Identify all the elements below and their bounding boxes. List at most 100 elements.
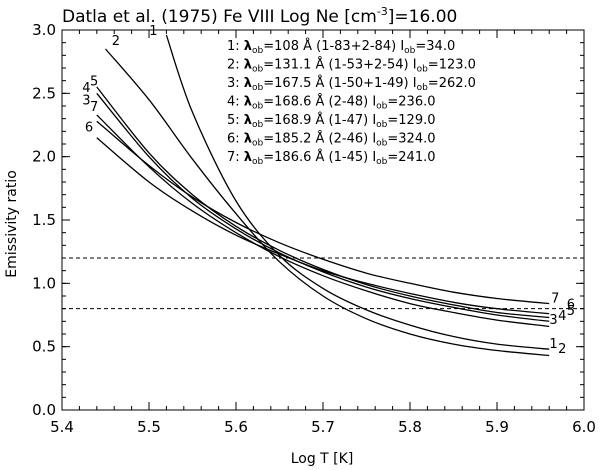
chart-title: Datla et al. (1975) Fe VIII Log Ne [cm-3… <box>62 5 457 27</box>
legend-entry-5: 5: λob=168.9 Å (1-47) Iob=129.0 <box>227 112 436 130</box>
legend-i-sub: ob <box>376 139 388 149</box>
legend-i-sub: ob <box>404 46 416 56</box>
curve-label-start-5: 5 <box>90 75 98 90</box>
legend-lambda: λ <box>244 113 252 128</box>
legend-wavelength: =168.6 Å (2-48) <box>263 94 372 110</box>
x-axis-title: Log T [K] <box>291 451 354 467</box>
series-line-7 <box>96 120 550 305</box>
y-tick-label: 1.5 <box>32 211 56 229</box>
curve-label-start-2: 2 <box>112 34 120 49</box>
series-line-1 <box>165 34 550 350</box>
legend-lambda-sub: ob <box>252 157 264 167</box>
legend-lambda-sub: ob <box>252 65 264 75</box>
y-tick-label: 3.0 <box>32 21 56 39</box>
x-tick-label: 5.5 <box>137 418 161 436</box>
series-line-3 <box>96 114 550 328</box>
legend-i: I <box>372 113 376 128</box>
curve-label-end-7: 7 <box>551 291 559 306</box>
curve-label-start-6: 6 <box>85 120 93 135</box>
legend-num: 3: <box>227 76 244 91</box>
x-tick-label: 5.7 <box>311 418 335 436</box>
legend-lambda: λ <box>244 150 252 165</box>
curve-label-end-3: 3 <box>549 313 557 328</box>
legend-iob: =241.0 <box>387 150 435 165</box>
legend-wavelength: =168.9 Å (1-47) <box>263 112 372 128</box>
legend-lambda: λ <box>244 132 252 147</box>
legend-entry-6: 6: λob=185.2 Å (2-46) Iob=324.0 <box>227 131 436 149</box>
legend-i: I <box>372 150 376 165</box>
legend-i: I <box>400 39 404 54</box>
x-tick-label: 5.8 <box>398 418 422 436</box>
legend-num: 1: <box>227 39 244 54</box>
legend-i-sub: ob <box>376 157 388 167</box>
curve-label-end-5: 5 <box>567 304 575 319</box>
series-curves <box>96 34 550 357</box>
legend-iob: =324.0 <box>387 132 435 147</box>
y-tick-label: 2.0 <box>32 148 56 166</box>
legend-num: 5: <box>227 113 244 128</box>
legend-i-sub: ob <box>376 120 388 130</box>
curve-label-end-4: 4 <box>558 309 566 324</box>
legend-lambda-sub: ob <box>252 139 264 149</box>
legend-i: I <box>413 58 417 73</box>
series-line-4 <box>96 92 550 322</box>
legend-lambda-sub: ob <box>252 102 264 112</box>
legend-iob: =129.0 <box>387 113 435 128</box>
legend-i: I <box>372 132 376 147</box>
curve-label-start-1: 1 <box>149 24 157 39</box>
legend-wavelength: =185.2 Å (2-46) <box>263 131 372 147</box>
x-tick-label: 5.6 <box>224 418 248 436</box>
legend-lambda: λ <box>244 76 252 91</box>
legend-num: 4: <box>227 95 244 110</box>
legend-wavelength: =131.1 Å (1-53+2-54) <box>263 57 412 73</box>
legend-lambda-sub: ob <box>252 83 264 93</box>
curve-label-start-3: 3 <box>82 94 90 109</box>
legend-entry-3: 3: λob=167.5 Å (1-50+1-49) Iob=262.0 <box>227 75 476 93</box>
x-tick-label: 5.4 <box>50 418 74 436</box>
legend-lambda-sub: ob <box>252 46 264 56</box>
legend-wavelength: =186.6 Å (1-45) <box>263 149 372 165</box>
legend-i-sub: ob <box>417 83 429 93</box>
series-line-2 <box>105 48 550 357</box>
axes: 5.4 5.5 5.6 5.7 5.8 5.9 6.0 0.0 0.5 1.0 1.5 2.0 2.5 3… <box>32 21 596 436</box>
legend-wavelength: =167.5 Å (1-50+1-49) <box>263 75 412 91</box>
series-line-5 <box>96 86 550 319</box>
curve-label-end-1: 1 <box>549 337 557 352</box>
legend-entry-1: 1: λob=108 Å (1-83+2-84) Iob=34.0 <box>227 38 455 56</box>
legend-lambda: λ <box>244 39 252 54</box>
y-tick-label: 2.5 <box>32 84 56 102</box>
legend-iob: =262.0 <box>428 76 476 91</box>
legend-iob: =34.0 <box>415 39 455 54</box>
title-ion: Fe VIII <box>218 7 275 27</box>
reference-lines <box>62 257 584 310</box>
y-tick-label: 1.0 <box>32 274 56 292</box>
curve-label-start-4: 4 <box>82 81 90 96</box>
title-density-value: ]=16.00 <box>388 7 458 27</box>
legend-wavelength: =108 Å (1-83+2-84) <box>263 38 400 54</box>
series-line-6 <box>96 137 550 315</box>
legend-i-sub: ob <box>417 65 429 75</box>
title-density-exp: -3 <box>377 5 388 18</box>
x-tick-label: 6.0 <box>572 418 596 436</box>
y-tick-label: 0.0 <box>32 401 56 419</box>
legend-i-sub: ob <box>376 102 388 112</box>
curve-label-end-2: 2 <box>558 342 566 357</box>
title-density: Log Ne [cm <box>275 7 377 27</box>
legend-i: I <box>372 95 376 110</box>
curve-label-start-7: 7 <box>90 100 98 115</box>
legend-iob: =236.0 <box>387 95 435 110</box>
curve-label-end-6: 6 <box>567 298 575 313</box>
legend-lambda: λ <box>244 95 252 110</box>
y-tick-label: 0.5 <box>32 338 56 356</box>
legend-num: 2: <box>227 58 244 73</box>
title-source: Datla et al. (1975) <box>62 7 218 27</box>
legend-entry-7: 7: λob=186.6 Å (1-45) Iob=241.0 <box>227 149 436 167</box>
legend-num: 7: <box>227 150 244 165</box>
legend: 1: λob=108 Å (1-83+2-84) Iob=34.02: λob=… <box>227 38 476 167</box>
legend-entry-4: 4: λob=168.6 Å (2-48) Iob=236.0 <box>227 94 436 112</box>
title-text: Datla et al. (1975) Fe VIII Log Ne [cm-3… <box>62 5 457 27</box>
legend-entry-2: 2: λob=131.1 Å (1-53+2-54) Iob=123.0 <box>227 57 476 75</box>
x-tick-label: 5.9 <box>485 418 509 436</box>
